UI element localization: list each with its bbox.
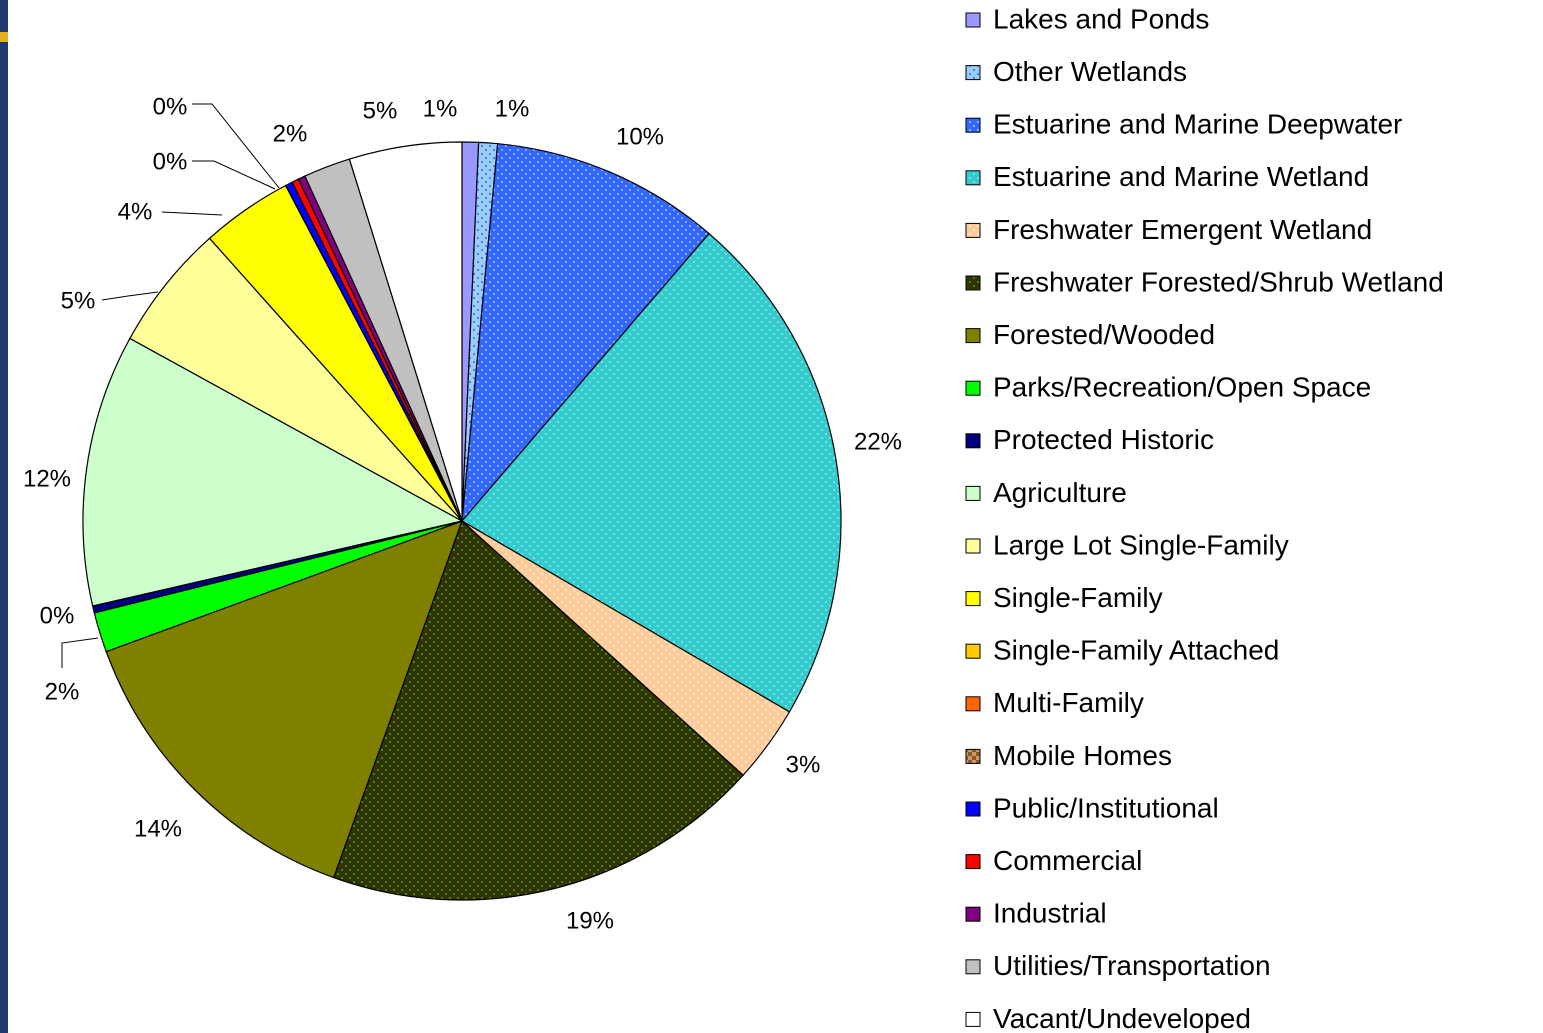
value-label: 0%: [40, 602, 75, 629]
value-label: 1%: [423, 95, 458, 122]
legend-swatch: [965, 854, 981, 870]
legend-swatch: [965, 328, 981, 344]
legend-label: Mobile Homes: [993, 740, 1172, 771]
legend-swatch: [965, 275, 981, 291]
pie-slice: [461, 143, 710, 523]
legend-swatch: [965, 117, 981, 133]
value-label: 4%: [118, 198, 153, 225]
legend-swatch: [965, 801, 981, 817]
legend-label: Vacant/Undeveloped: [993, 1003, 1251, 1033]
legend-label: Industrial: [993, 898, 1107, 929]
legend-label: Public/Institutional: [993, 792, 1219, 823]
legend-swatch: [965, 959, 981, 975]
leader-line: [61, 637, 99, 668]
leader-line: [161, 211, 223, 216]
legend-swatch: [965, 170, 981, 186]
value-label: 12%: [23, 465, 71, 492]
value-label: 0%: [153, 93, 188, 120]
legend-swatch: [965, 65, 981, 81]
legend-swatch: [965, 538, 981, 554]
value-label: 1%: [495, 95, 530, 122]
legend-swatch: [965, 748, 981, 764]
legend-label: Lakes and Ponds: [993, 3, 1209, 34]
legend-swatch: [965, 906, 981, 922]
pie-slice: [105, 519, 463, 879]
legend-label: Agriculture: [993, 477, 1127, 508]
legend-swatch: [965, 485, 981, 501]
value-label: 0%: [153, 148, 188, 175]
legend-label: Estuarine and Marine Deepwater: [993, 109, 1402, 140]
side-accent: [0, 32, 8, 42]
leader-line: [192, 160, 276, 190]
legend-label: Estuarine and Marine Wetland: [993, 161, 1369, 192]
legend-label: Single-Family Attached: [993, 635, 1279, 666]
legend-label: Freshwater Forested/Shrub Wetland: [993, 266, 1444, 297]
legend-swatch: [965, 380, 981, 396]
legend-label: Freshwater Emergent Wetland: [993, 214, 1372, 245]
value-label: 22%: [854, 428, 902, 455]
legend-label: Parks/Recreation/Open Space: [993, 372, 1371, 403]
pie-slice: [461, 232, 842, 713]
legend-swatch: [965, 12, 981, 28]
legend-swatch: [965, 222, 981, 238]
value-label: 14%: [134, 815, 182, 842]
pie-slice: [82, 337, 464, 607]
leader-line: [101, 291, 159, 301]
value-label: 2%: [45, 678, 80, 705]
value-label: 2%: [273, 120, 308, 147]
value-label: 5%: [363, 97, 398, 124]
legend-label: Commercial: [993, 845, 1142, 876]
value-label: 5%: [61, 287, 96, 314]
legend-swatch: [965, 643, 981, 659]
legend-swatch: [965, 696, 981, 712]
value-label: 3%: [786, 751, 821, 778]
pie-slice: [332, 519, 744, 901]
value-label: 10%: [616, 123, 664, 150]
legend-label: Other Wetlands: [993, 56, 1187, 87]
value-label: 19%: [566, 907, 614, 934]
legend-label: Utilities/Transportation: [993, 950, 1271, 981]
legend-label: Protected Historic: [993, 424, 1214, 455]
legend-label: Forested/Wooded: [993, 319, 1215, 350]
legend-swatch: [965, 433, 981, 449]
leader-line: [192, 103, 280, 189]
legend-label: Single-Family: [993, 582, 1163, 613]
legend-swatch: [965, 591, 981, 607]
side-strip: [0, 0, 8, 1033]
legend-label: Large Lot Single-Family: [993, 529, 1289, 560]
legend-label: Multi-Family: [993, 687, 1144, 718]
pie-slice: [348, 141, 463, 522]
legend-swatch: [965, 1011, 981, 1027]
